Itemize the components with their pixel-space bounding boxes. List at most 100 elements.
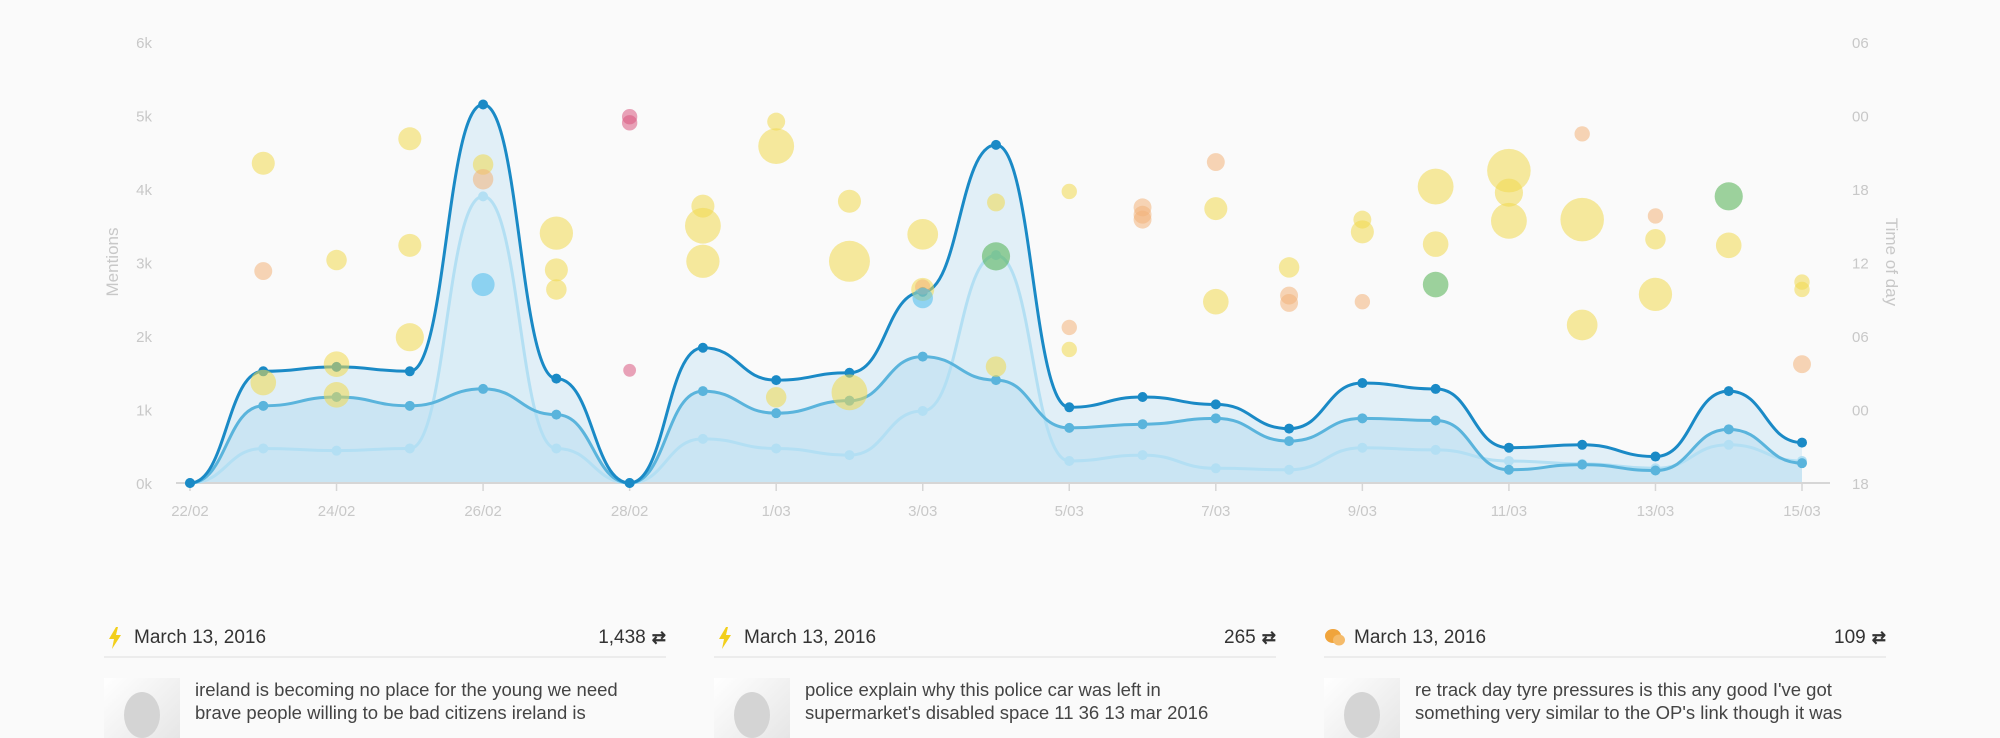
x-tick-label: 24/02 (318, 503, 356, 520)
bubble-yellow (546, 279, 567, 300)
data-point-tertiary (1723, 439, 1734, 450)
bubble-yellow (1715, 232, 1742, 259)
x-tick-label: 3/03 (908, 503, 937, 520)
bubble-yellow (323, 351, 350, 377)
data-point-tertiary (404, 443, 415, 454)
bubble-yellow (831, 374, 868, 411)
data-point-total (1137, 392, 1148, 403)
x-tick-label: 28/02 (611, 503, 649, 520)
retweet-icon: ⇄ (651, 628, 666, 647)
bubble-yellow (686, 244, 720, 278)
bubble-yellow (1422, 231, 1449, 257)
bubble-yellow (767, 112, 786, 131)
data-point-secondary (1064, 422, 1075, 433)
data-point-secondary (1210, 413, 1221, 424)
x-tick-label: 9/03 (1348, 503, 1377, 520)
data-point-total (771, 375, 782, 386)
data-point-tertiary (1357, 442, 1368, 453)
data-point-secondary (1503, 464, 1514, 475)
bubble-red (621, 115, 638, 131)
card-text: police explain why this police car was l… (805, 678, 1208, 738)
y2-tick-label: 18 (1852, 476, 1869, 493)
bubble-yellow (398, 127, 422, 151)
data-point-tertiary (331, 445, 342, 456)
y2-tick-label: 06 (1852, 35, 1869, 52)
bubble-orange (254, 262, 273, 281)
card-text-line: something very similar to the OP's link … (1415, 702, 1843, 723)
bubble-yellow (395, 323, 424, 352)
bubble-orange (1206, 153, 1225, 172)
bubble-yellow (1350, 220, 1374, 244)
post-card[interactable]: March 13, 2016 109 ⇄ re track day tyre pr… (1324, 620, 1886, 738)
y-tick-label: 0k (136, 476, 152, 493)
avatar[interactable] (104, 678, 180, 738)
bubble-orange (1574, 126, 1590, 142)
card-text-line: re track day tyre pressures is this any … (1415, 679, 1832, 700)
x-tick-label: 11/03 (1491, 503, 1527, 520)
avatar[interactable] (1324, 678, 1400, 738)
bubble-yellow (1203, 288, 1229, 315)
avatar[interactable] (714, 678, 790, 738)
y2-tick-label: 18 (1852, 182, 1869, 199)
bubble-blue (912, 287, 933, 309)
data-point-secondary (1430, 415, 1441, 426)
card-text: ireland is becoming no place for the you… (195, 678, 618, 738)
bubble-yellow (398, 233, 422, 257)
data-point-tertiary (771, 443, 782, 454)
area-total (190, 104, 1802, 483)
post-card[interactable]: March 13, 2016 1,438 ⇄ ireland is becomin… (104, 620, 666, 738)
mentions-chart: 0k 1k 2k 3k 4k 5k 6k 18 00 06 12 18 00 06 Mentions Time… (103, 35, 1901, 520)
bubble-yellow (837, 189, 861, 213)
bubble-orange (1061, 319, 1077, 336)
bubble-yellow (758, 128, 795, 165)
y-tick-label: 6k (136, 35, 152, 52)
card-date: March 13, 2016 (744, 627, 877, 648)
bubble-yellow (250, 369, 277, 396)
data-point-secondary (1284, 436, 1295, 447)
line-secondary (189, 355, 1803, 485)
card-text-line: police explain why this police car was l… (805, 679, 1161, 700)
y2-tick-label: 00 (1852, 403, 1869, 420)
data-point-secondary (1650, 465, 1661, 476)
data-point-secondary (404, 400, 415, 411)
bubble-yellow (251, 151, 275, 175)
data-point-total (1284, 423, 1295, 434)
bubble-green (981, 242, 1011, 271)
data-point-total (1430, 383, 1441, 394)
y2-tick-label: 00 (1852, 109, 1869, 126)
bubble-yellow (1417, 168, 1454, 205)
x-tick-label: 1/03 (762, 503, 791, 520)
y-tick-label: 5k (136, 109, 152, 126)
data-point-secondary (478, 383, 489, 394)
card-date: March 13, 2016 (1354, 627, 1487, 648)
data-point-tertiary (478, 191, 489, 202)
post-card[interactable]: March 13, 2016 265 ⇄ police explain why t… (714, 620, 1276, 738)
bubble-yellow (326, 249, 347, 271)
card-header: March 13, 2016 265 ⇄ (714, 620, 1276, 658)
bubble-green (1422, 271, 1449, 298)
bubble-yellow (472, 154, 494, 175)
card-text-line: brave people willing to be bad citizens … (195, 702, 586, 723)
card-text-line: ireland is becoming no place for the you… (195, 679, 618, 700)
card-header: March 13, 2016 1,438 ⇄ (104, 620, 666, 658)
area-tertiary (190, 196, 1802, 483)
data-point-total (404, 366, 415, 377)
bubble-yellow (828, 240, 870, 282)
data-point-total (1064, 402, 1075, 413)
bubble-orange (1793, 355, 1811, 374)
data-point-secondary (1797, 458, 1807, 469)
x-tick-label: 13/03 (1637, 503, 1675, 520)
bubble-yellow (1645, 228, 1666, 250)
data-point-tertiary (697, 433, 708, 444)
y-tick-label: 4k (136, 182, 152, 199)
retweet-icon: ⇄ (1871, 628, 1886, 647)
bubble-blue (471, 273, 495, 297)
data-point-total (991, 139, 1001, 150)
data-point-total (697, 342, 708, 353)
data-point-tertiary (551, 443, 562, 454)
y-tick-label: 3k (136, 256, 152, 273)
data-point-total (1577, 439, 1588, 450)
data-point-secondary (991, 375, 1001, 386)
bubble-orange (1647, 208, 1664, 224)
x-tick-label: 26/02 (464, 503, 502, 520)
